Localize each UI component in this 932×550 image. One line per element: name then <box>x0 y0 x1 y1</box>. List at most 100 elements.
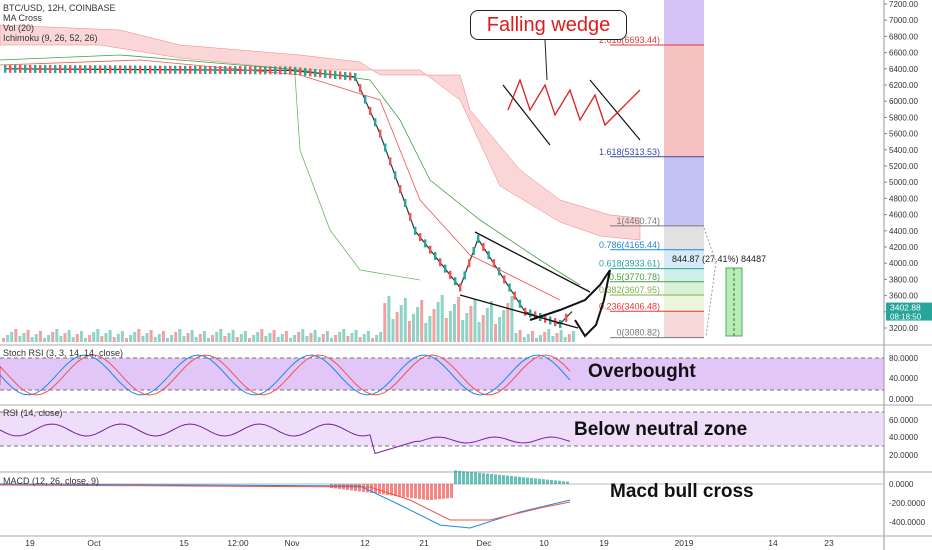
candle <box>64 65 67 74</box>
price-tick-label: 5400.00 <box>889 146 918 155</box>
price-tick-label: 5800.00 <box>889 113 918 122</box>
fib-zone <box>664 311 704 338</box>
candle <box>174 65 177 74</box>
volume-bar <box>543 332 547 342</box>
fib-label: 0.786(4165.44) <box>599 240 660 250</box>
macd-histogram-bar <box>406 484 409 498</box>
candle <box>513 291 516 300</box>
candle <box>154 65 157 74</box>
volume-bar <box>141 336 145 342</box>
fib-zone-top <box>664 0 704 46</box>
volume-bar <box>6 335 10 342</box>
x-tick-label: 15 <box>179 538 189 548</box>
volume-bar <box>350 333 354 342</box>
volume-bar <box>489 301 493 342</box>
volume-bar <box>412 314 415 342</box>
macd-histogram-bar <box>394 484 397 496</box>
candle <box>4 64 7 73</box>
volume-bar <box>194 337 198 342</box>
volume-bar <box>129 335 133 342</box>
volume-bar <box>145 333 149 342</box>
volume-bar <box>55 329 59 342</box>
fib-label: 2.618(6693.44) <box>599 35 660 45</box>
ma-line-red <box>0 59 561 301</box>
volume-bar <box>518 330 522 342</box>
price-tick-label: 7000.00 <box>889 16 918 25</box>
volume-bar <box>75 334 79 342</box>
volume-bar <box>526 334 530 342</box>
macd-histogram-bar <box>554 480 557 484</box>
candle <box>74 65 77 74</box>
volume-bar <box>264 336 268 342</box>
volume-bar <box>92 332 96 342</box>
volume-bar <box>485 308 489 342</box>
macd-histogram-bar <box>494 474 497 484</box>
candle <box>179 65 182 74</box>
volume-bar <box>309 333 313 342</box>
volume-bar <box>170 335 174 342</box>
candle <box>269 66 272 75</box>
volume-bar <box>211 335 215 342</box>
candle <box>309 68 312 77</box>
volume-bar <box>481 315 485 342</box>
x-tick-label: Nov <box>284 538 300 548</box>
rsi-line <box>0 423 571 455</box>
macd-histogram-bar <box>562 481 565 484</box>
candle <box>299 67 302 76</box>
stoch-k-line <box>0 354 571 396</box>
macd-histogram-bar <box>454 470 457 484</box>
volume-bar <box>227 333 231 342</box>
stoch-tick-label: 40.0000 <box>889 374 918 383</box>
x-tick-label: 23 <box>824 538 834 548</box>
candle <box>34 64 37 73</box>
fib-label: 0.382(3607.95) <box>599 285 660 295</box>
volume-bar <box>18 336 22 342</box>
ichimoku-cloud <box>0 24 641 241</box>
price-tick-label: 6400.00 <box>889 65 918 74</box>
volume-bar <box>563 337 567 342</box>
volume-bar <box>567 334 571 342</box>
macd-histogram-bar <box>526 477 529 484</box>
candle <box>19 64 22 73</box>
x-tick-label: 10 <box>539 538 549 548</box>
x-tick-label: Dec <box>476 538 492 548</box>
volume-bar <box>407 321 411 342</box>
volume-bar <box>43 338 46 342</box>
price-tick-label: 3600.00 <box>889 292 918 301</box>
fib-zone <box>664 294 704 312</box>
candle <box>119 65 122 74</box>
candle <box>344 71 347 80</box>
volume-bar <box>88 335 92 342</box>
volume-bar <box>63 333 67 342</box>
candle <box>477 234 480 243</box>
volume-bar <box>498 317 502 342</box>
macd-histogram-bar <box>402 484 405 497</box>
volume-bar <box>219 329 223 342</box>
macd-line <box>0 483 571 529</box>
price-tick-label: 4000.00 <box>889 259 918 268</box>
macd-histogram-bar <box>398 484 401 497</box>
macd-histogram-bar <box>370 484 373 493</box>
volume-bar <box>362 334 366 342</box>
candle <box>259 66 262 75</box>
candle <box>194 65 197 74</box>
volume-bar <box>84 338 87 342</box>
volume-bar <box>174 332 178 342</box>
volume-bar <box>391 319 395 342</box>
volume-bar <box>555 333 559 342</box>
candle <box>472 247 475 256</box>
macd-histogram-bar <box>466 471 469 484</box>
macd-histogram-bar <box>442 484 445 499</box>
volume-bar <box>301 329 305 342</box>
volume-bar <box>477 322 481 342</box>
volume-bar <box>383 303 387 342</box>
volume-bar <box>428 316 432 342</box>
candle <box>384 143 387 152</box>
price-tick-label: 4600.00 <box>889 211 918 220</box>
fib-label: 0.5(3770.78) <box>609 272 660 282</box>
volume-bar <box>297 332 301 342</box>
price-tick-label: 6800.00 <box>889 32 918 41</box>
volume-bar <box>461 320 465 342</box>
volume-bar <box>243 331 247 342</box>
fib-label: 1.618(5313.53) <box>599 147 660 157</box>
